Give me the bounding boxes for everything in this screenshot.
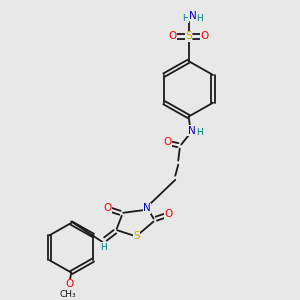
Text: CH₃: CH₃ bbox=[60, 290, 76, 299]
Text: N: N bbox=[188, 126, 196, 136]
Text: N: N bbox=[189, 11, 196, 21]
Text: O: O bbox=[103, 203, 112, 213]
Text: H: H bbox=[196, 14, 203, 22]
Text: O: O bbox=[164, 137, 172, 147]
Text: N: N bbox=[143, 203, 151, 213]
Text: O: O bbox=[66, 279, 74, 289]
Text: O: O bbox=[201, 32, 209, 41]
Text: H: H bbox=[182, 14, 188, 22]
Text: O: O bbox=[168, 32, 176, 41]
Text: S: S bbox=[185, 32, 192, 41]
Text: H: H bbox=[196, 128, 203, 137]
Text: O: O bbox=[165, 209, 173, 219]
Text: H: H bbox=[100, 243, 107, 252]
Text: S: S bbox=[133, 231, 140, 241]
